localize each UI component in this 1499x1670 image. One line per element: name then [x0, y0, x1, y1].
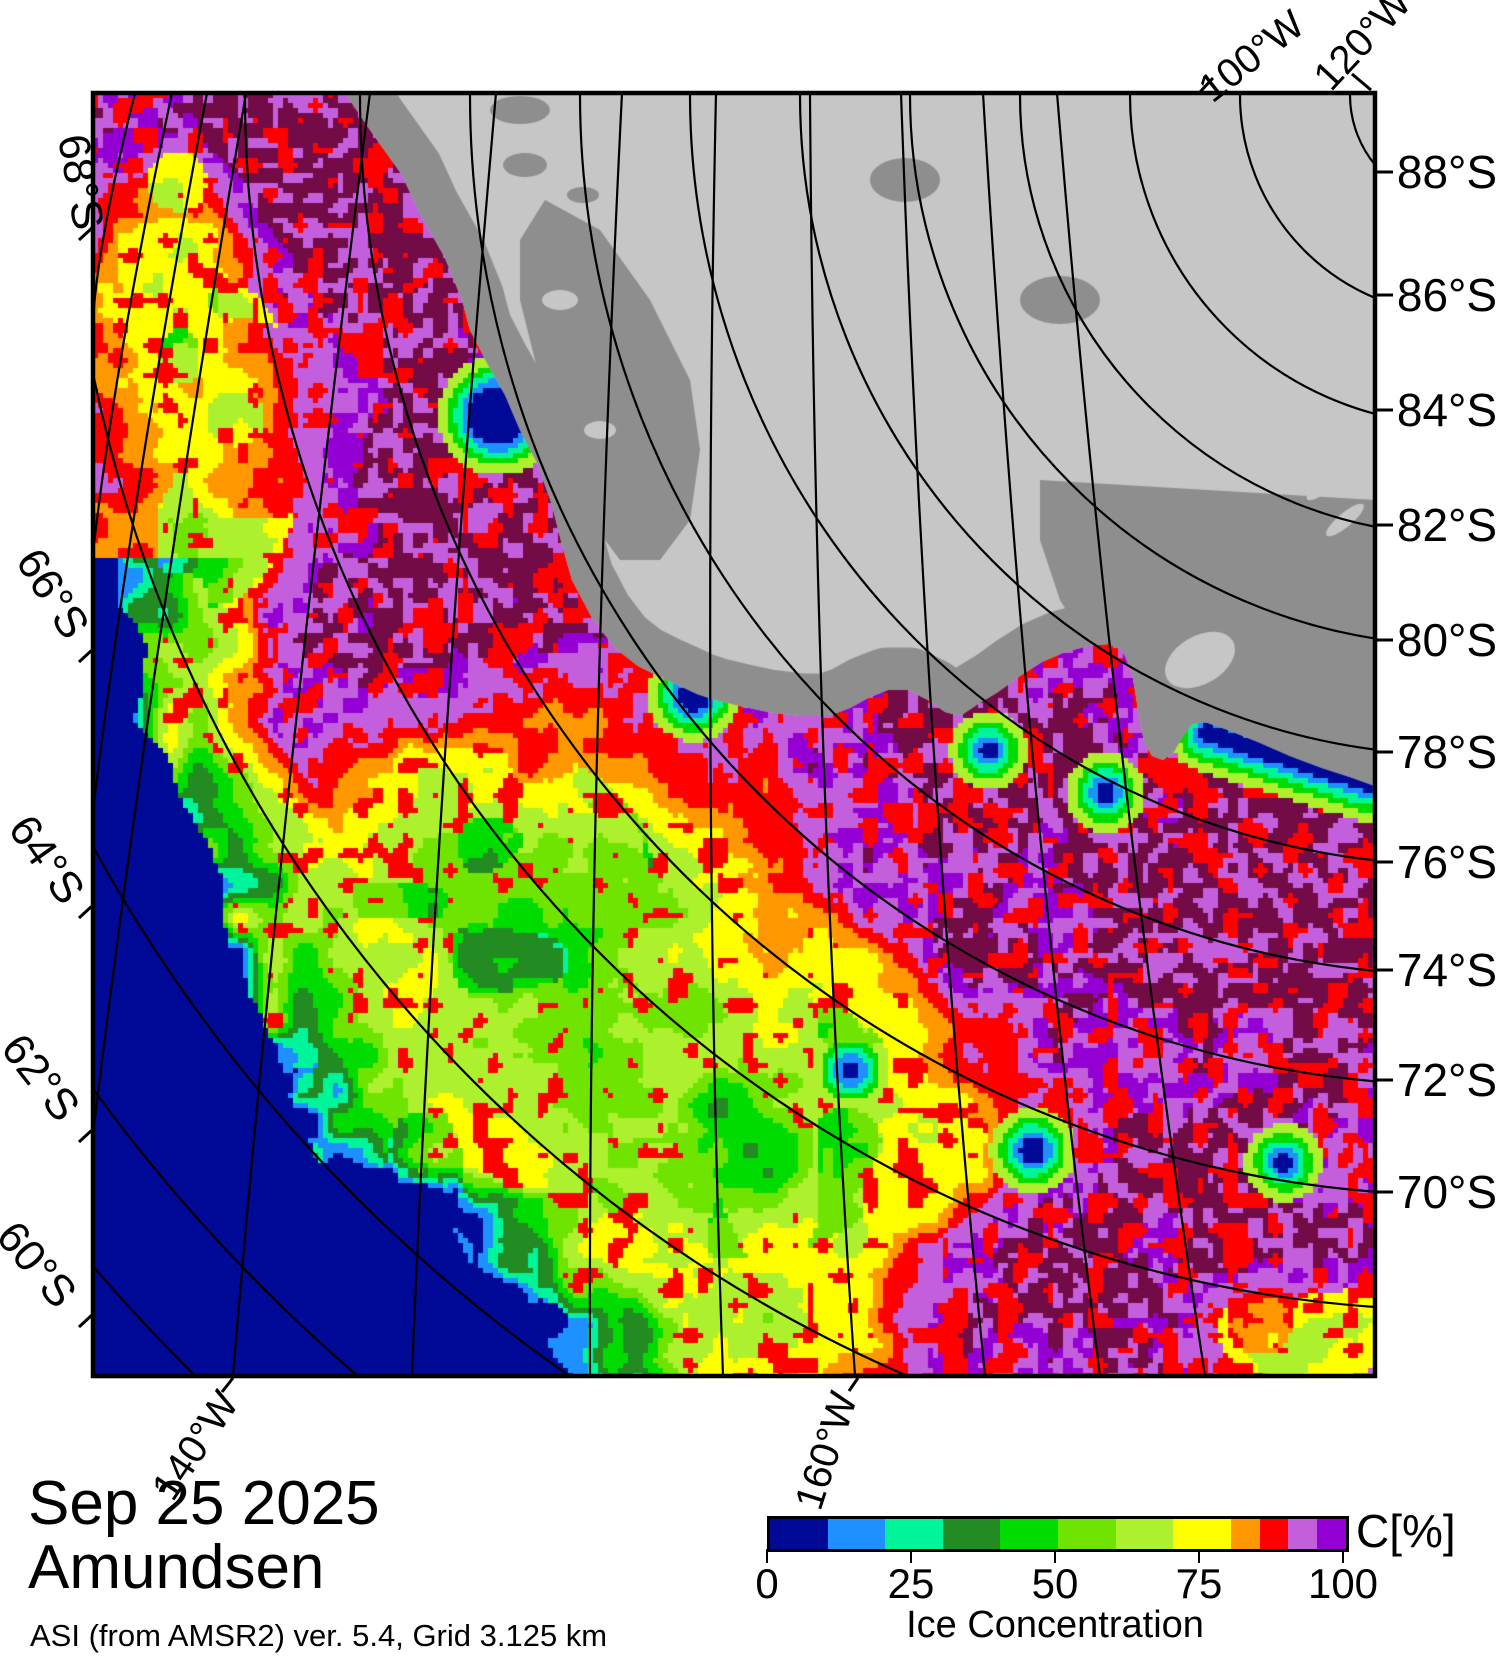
colorbar-segment-50-60 — [1057, 1519, 1116, 1549]
latitude-label-right: 82°S — [1396, 499, 1498, 551]
map-region: Amundsen — [28, 1533, 325, 1602]
colorbar-tick-mark — [766, 1549, 768, 1563]
colorbar-tick-mark — [910, 1549, 912, 1563]
colorbar-tick-label: 50 — [1031, 1560, 1079, 1607]
colorbar-segment-90-95 — [1288, 1519, 1318, 1549]
latitude-label-right: 74°S — [1396, 944, 1498, 996]
colorbar-segment-10-20 — [827, 1519, 886, 1549]
colorbar-title: C[%] — [1356, 1505, 1456, 1557]
colorbar-tick-mark — [1342, 1549, 1344, 1563]
latitude-label-right: 84°S — [1396, 384, 1498, 436]
data-source-note: ASI (from AMSR2) ver. 5.4, Grid 3.125 km — [30, 1618, 608, 1653]
colorbar-segment-85-90 — [1259, 1519, 1289, 1549]
colorbar-tick-mark — [1054, 1549, 1056, 1563]
colorbar-tick-label: 0 — [755, 1560, 779, 1607]
latitude-label-right: 78°S — [1396, 726, 1498, 778]
colorbar-tick-label: 100 — [1307, 1560, 1379, 1607]
latitude-label-right: 80°S — [1396, 614, 1498, 666]
latitude-label-right: 86°S — [1396, 269, 1498, 321]
colorbar-tick-mark — [1198, 1549, 1200, 1563]
colorbar-segment-60-70 — [1115, 1519, 1174, 1549]
map-date: Sep 25 2025 — [28, 1469, 380, 1538]
latitude-label-right: 88°S — [1396, 146, 1498, 198]
colorbar-segment-95-100 — [1317, 1519, 1346, 1549]
colorbar-segment-70-80 — [1173, 1519, 1231, 1549]
latitude-label-right: 76°S — [1396, 836, 1498, 888]
colorbar-tick-label: 25 — [887, 1560, 935, 1607]
latitude-label-right: 70°S — [1396, 1166, 1498, 1218]
title-block: Sep 25 2025 Amundsen — [28, 1472, 380, 1600]
colorbar — [767, 1516, 1349, 1552]
colorbar-axis-label: Ice Concentration — [906, 1604, 1204, 1646]
colorbar-segment-30-40 — [942, 1519, 1001, 1549]
colorbar-segment-40-50 — [1000, 1519, 1058, 1549]
colorbar-tick-label: 75 — [1175, 1560, 1223, 1607]
colorbar-segment-80-85 — [1230, 1519, 1260, 1549]
latitude-label-right: 72°S — [1396, 1054, 1498, 1106]
colorbar-segment-20-30 — [885, 1519, 943, 1549]
colorbar-segment-0-10 — [770, 1519, 828, 1549]
